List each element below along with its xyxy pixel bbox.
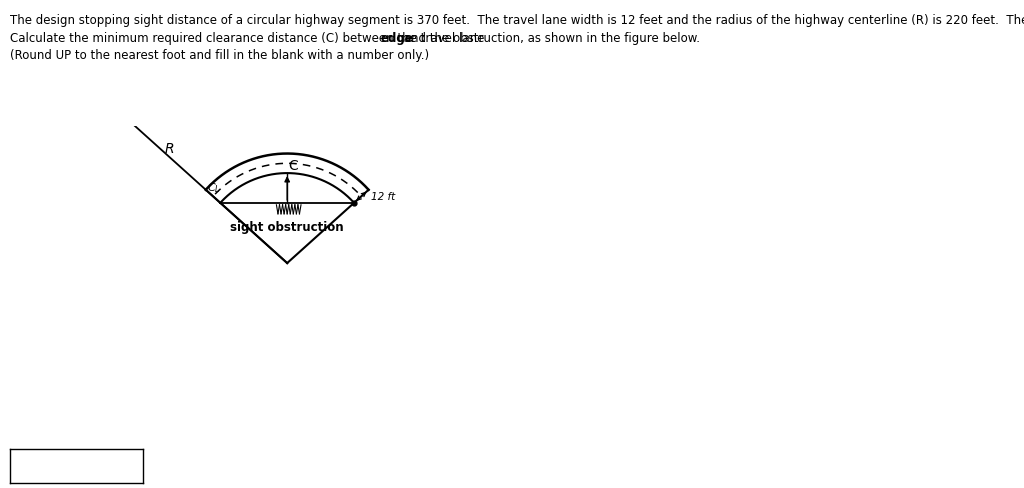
Text: 12 ft: 12 ft xyxy=(372,192,395,202)
Text: C: C xyxy=(289,158,298,172)
Text: $\mathit{C_L}$: $\mathit{C_L}$ xyxy=(207,181,221,194)
Text: sight obstruction: sight obstruction xyxy=(230,220,344,233)
Text: and the obstruction, as shown in the figure below.: and the obstruction, as shown in the fig… xyxy=(399,32,699,45)
Text: edge: edge xyxy=(381,32,414,45)
Text: Calculate the minimum required clearance distance (C) between the travel lane: Calculate the minimum required clearance… xyxy=(10,32,488,45)
Text: R: R xyxy=(165,142,174,156)
Text: The design stopping sight distance of a circular highway segment is 370 feet.  T: The design stopping sight distance of a … xyxy=(10,14,1024,27)
Text: (Round UP to the nearest foot and fill in the blank with a number only.): (Round UP to the nearest foot and fill i… xyxy=(10,49,429,62)
